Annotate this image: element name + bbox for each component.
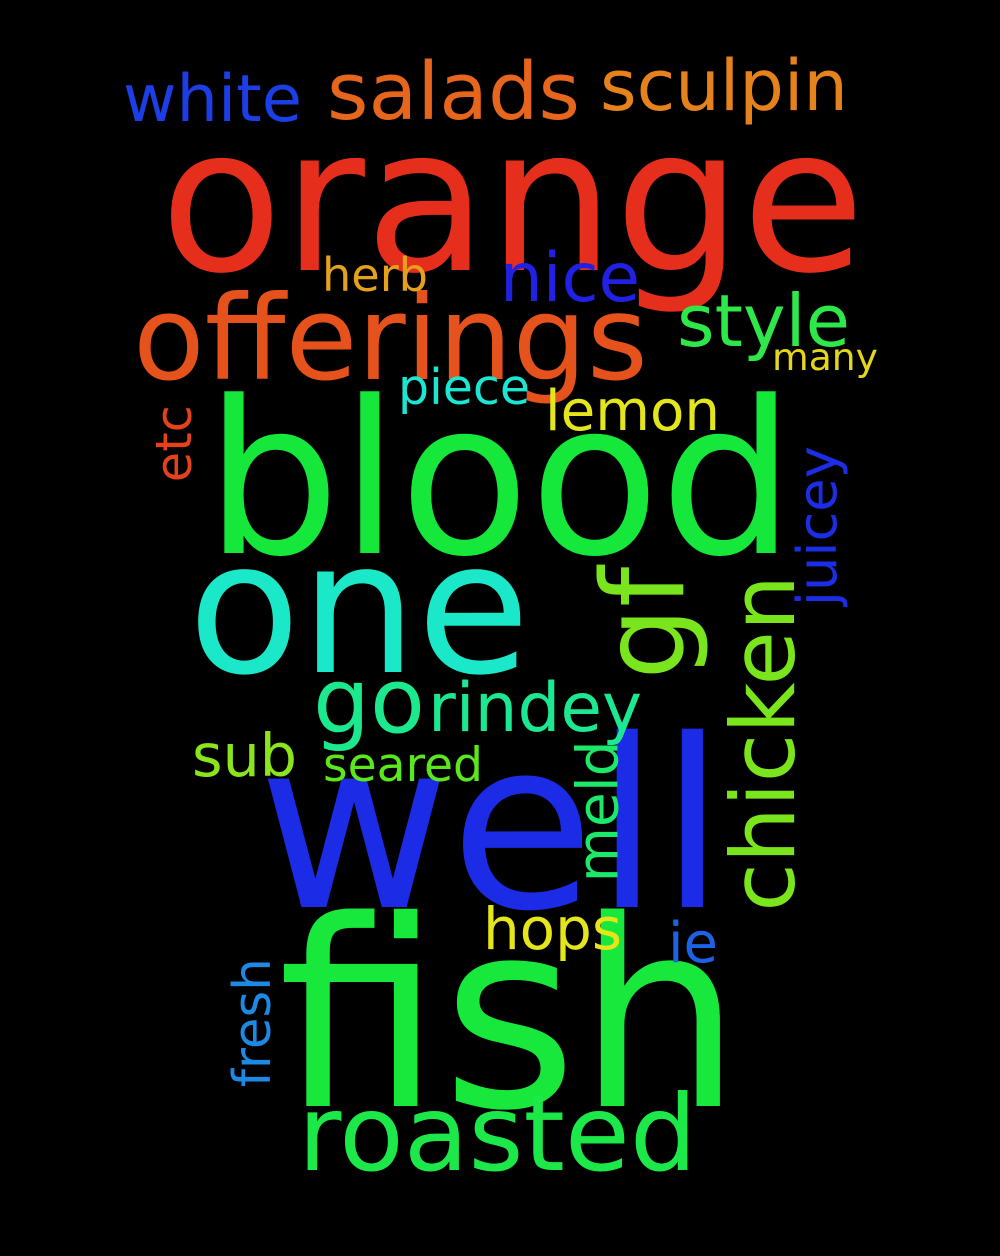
word-lemon: lemon [545, 379, 720, 445]
word-gf: gf [578, 567, 712, 680]
word-one: one [188, 502, 530, 717]
word-offerings: offerings [133, 269, 648, 407]
word-chicken: chicken [711, 575, 815, 912]
word-fish: fish [278, 865, 742, 1168]
word-meld: meld [565, 740, 632, 882]
word-piece: piece [398, 357, 530, 416]
word-salads: salads [327, 44, 580, 138]
word-well: well [258, 690, 725, 964]
word-nice: nice [500, 237, 640, 317]
word-blood: blood [205, 355, 795, 604]
word-etc: etc [144, 405, 203, 482]
word-sculpin: sculpin [600, 45, 848, 128]
word-ie: ie [668, 911, 718, 976]
word-orange: orange [160, 85, 865, 319]
word-fresh: fresh [222, 958, 283, 1087]
word-go: go [313, 649, 425, 754]
word-seared: seared [323, 737, 483, 793]
word-white: white [123, 60, 302, 137]
word-hops: hops [483, 894, 622, 963]
word-sub: sub [192, 721, 297, 790]
word-roasted: roasted [298, 1071, 697, 1195]
word-herb: herb [322, 247, 428, 302]
word-style: style [677, 279, 850, 364]
word-rindey: rindey [428, 667, 642, 747]
word-many: many [772, 334, 878, 379]
